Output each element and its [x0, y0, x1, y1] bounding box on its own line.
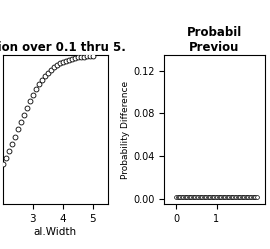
Point	[185, 195, 190, 199]
Point	[196, 195, 200, 199]
Point	[70, 57, 74, 61]
Point	[211, 195, 215, 199]
Point	[178, 195, 183, 199]
Point	[177, 195, 181, 199]
Point	[233, 195, 237, 199]
Point	[193, 195, 198, 199]
Point	[22, 113, 26, 117]
Point	[13, 135, 17, 139]
Point	[174, 195, 178, 199]
Point	[82, 55, 86, 59]
Point	[218, 195, 222, 199]
Point	[33, 87, 38, 91]
Point	[229, 195, 233, 199]
Point	[4, 156, 8, 160]
Point	[188, 195, 192, 199]
Point	[40, 78, 44, 82]
Point	[221, 195, 225, 199]
Point	[252, 195, 256, 199]
Point	[215, 195, 219, 199]
Point	[88, 54, 92, 58]
Point	[235, 195, 240, 199]
Point	[25, 106, 29, 110]
Point	[31, 93, 35, 97]
Point	[216, 195, 221, 199]
Point	[181, 195, 185, 199]
Point	[244, 195, 248, 199]
Point	[189, 195, 194, 199]
Point	[76, 56, 80, 60]
Point	[180, 195, 184, 199]
Point	[219, 195, 223, 199]
Point	[19, 120, 23, 124]
Point	[46, 71, 50, 75]
Point	[214, 195, 218, 199]
Point	[230, 195, 234, 199]
Point	[203, 195, 207, 199]
Point	[201, 195, 206, 199]
Point	[197, 195, 202, 199]
Point	[61, 60, 65, 64]
Y-axis label: Probability Difference: Probability Difference	[122, 80, 130, 179]
Point	[231, 195, 236, 199]
Point	[212, 195, 217, 199]
Point	[37, 82, 41, 86]
Point	[239, 195, 244, 199]
Point	[207, 195, 211, 199]
Point	[205, 195, 210, 199]
Point	[191, 195, 195, 199]
Point	[242, 195, 247, 199]
Point	[222, 195, 226, 199]
Point	[192, 195, 196, 199]
Point	[245, 195, 249, 199]
Point	[253, 195, 257, 199]
Point	[55, 63, 59, 67]
Point	[199, 195, 203, 199]
Point	[234, 195, 238, 199]
Point	[67, 58, 71, 62]
Point	[241, 195, 245, 199]
Point	[237, 195, 241, 199]
Point	[187, 195, 191, 199]
Point	[73, 56, 77, 60]
Point	[238, 195, 242, 199]
Point	[43, 74, 47, 78]
Point	[9, 142, 14, 146]
Point	[184, 195, 188, 199]
Point	[195, 195, 199, 199]
Point	[208, 195, 212, 199]
Point	[49, 68, 53, 72]
Point	[223, 195, 228, 199]
Point	[176, 195, 180, 199]
X-axis label: al.Width: al.Width	[34, 227, 77, 237]
Point	[227, 195, 232, 199]
Point	[204, 195, 208, 199]
Point	[225, 195, 229, 199]
Point	[254, 195, 259, 199]
Point	[210, 195, 214, 199]
Point	[16, 127, 20, 131]
Point	[85, 54, 89, 58]
Point	[0, 168, 2, 172]
Point	[248, 195, 252, 199]
Point	[6, 149, 11, 153]
Point	[249, 195, 253, 199]
Point	[28, 99, 32, 103]
Point	[183, 195, 187, 199]
Point	[79, 55, 83, 59]
Point	[91, 54, 95, 58]
Point	[250, 195, 255, 199]
Title: Probabil
Previou: Probabil Previou	[187, 26, 242, 54]
Point	[64, 59, 68, 62]
Point	[52, 65, 56, 69]
Title: ction over 0.1 thru 5.: ction over 0.1 thru 5.	[0, 41, 126, 54]
Point	[58, 61, 62, 65]
Point	[200, 195, 204, 199]
Point	[226, 195, 230, 199]
Point	[246, 195, 251, 199]
Point	[1, 162, 5, 166]
